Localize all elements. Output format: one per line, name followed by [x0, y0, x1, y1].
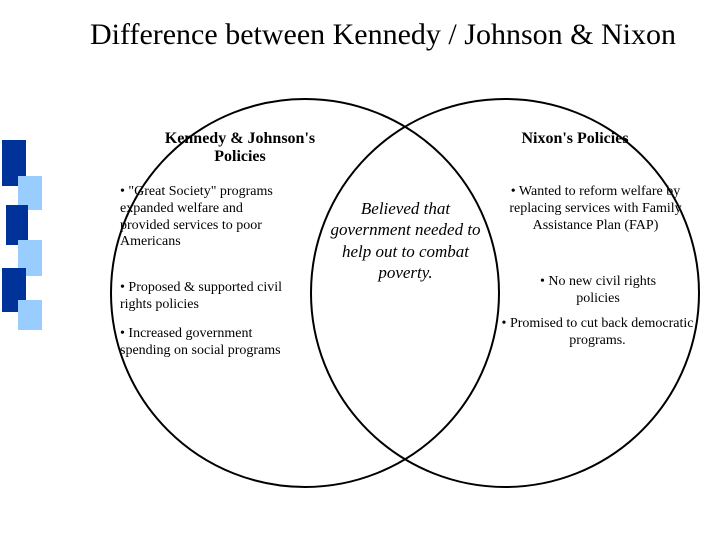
heading-right: Nixon's Policies	[490, 130, 660, 148]
sidebar-square	[6, 205, 28, 245]
venn-diagram: Kennedy & Johnson's Policies Nixon's Pol…	[110, 98, 700, 528]
sidebar-square	[18, 300, 42, 330]
heading-left: Kennedy & Johnson's Policies	[152, 130, 328, 167]
left-bullet: • Increased government spending on socia…	[120, 326, 305, 360]
right-bullet: • No new civil rights policies	[518, 274, 678, 308]
right-bullet: • Promised to cut back democratic progra…	[500, 316, 695, 350]
page-title: Difference between Kennedy / Johnson & N…	[90, 18, 690, 53]
venn-center-text: Believed that government needed to help …	[328, 198, 483, 283]
decorative-sidebar	[0, 0, 44, 540]
left-bullet: • "Great Society" programs expanded welf…	[120, 184, 295, 251]
right-bullet: • Wanted to reform welfare by replacing …	[498, 184, 693, 234]
left-bullet: • Proposed & supported civil rights poli…	[120, 280, 305, 314]
